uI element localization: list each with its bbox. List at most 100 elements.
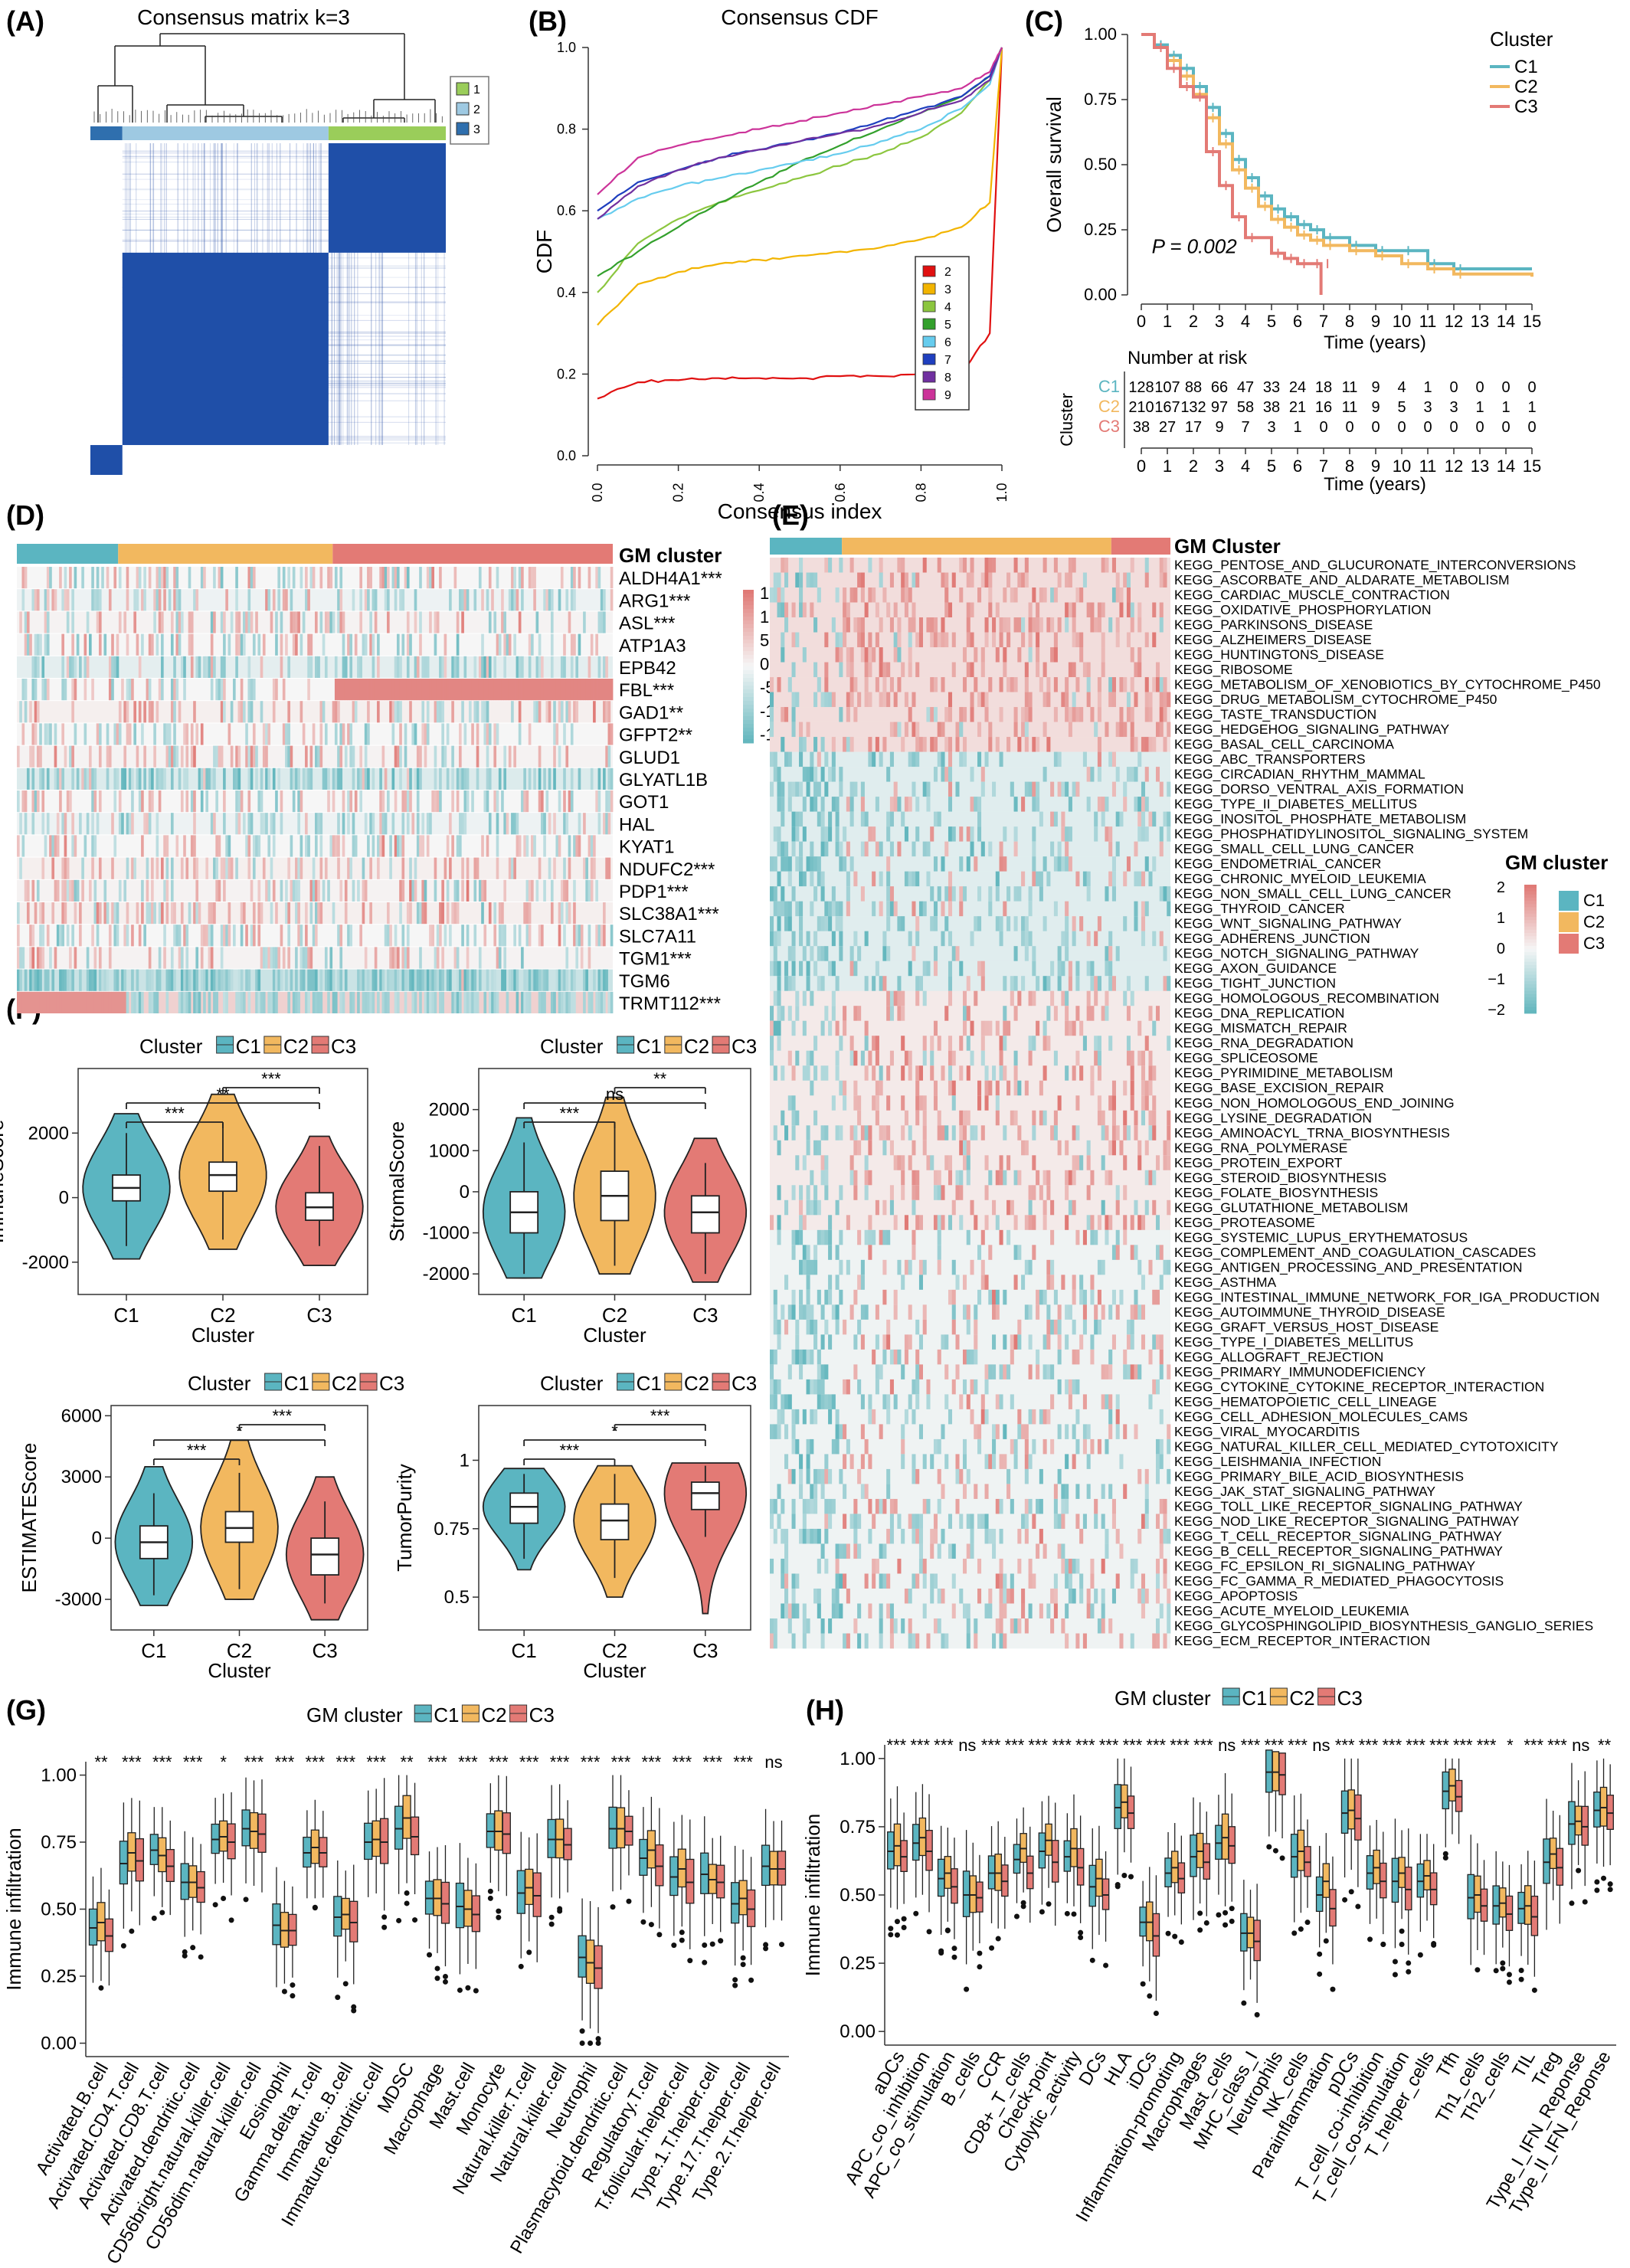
gene-label: HAL xyxy=(619,814,655,835)
heat-cell xyxy=(912,781,916,797)
heat-cell xyxy=(1163,1498,1167,1514)
heat-cell xyxy=(1072,1424,1076,1440)
heat-cell xyxy=(118,611,122,633)
heat-cell xyxy=(984,1454,989,1470)
heat-cell xyxy=(600,611,604,633)
heat-cell xyxy=(1111,856,1116,872)
heat-cell xyxy=(560,879,564,902)
heat-cell xyxy=(133,723,136,745)
heat-cell xyxy=(1082,1036,1087,1052)
heat-cell xyxy=(1017,1424,1022,1440)
heat-cell xyxy=(1079,1289,1084,1305)
heat-cell xyxy=(250,925,254,947)
heat-cell xyxy=(24,991,28,1013)
heat-cell xyxy=(578,813,581,835)
heat-cell xyxy=(1046,617,1051,633)
heat-cell xyxy=(1021,1514,1026,1530)
heat-cell xyxy=(1079,1065,1084,1082)
heat-cell xyxy=(810,990,814,1006)
heat-cell xyxy=(362,857,365,879)
heat-cell xyxy=(34,969,38,991)
heat-cell xyxy=(165,902,169,925)
heat-cell xyxy=(419,611,422,633)
heat-cell xyxy=(96,902,100,925)
heat-cell xyxy=(1068,1199,1072,1216)
heat-cell xyxy=(89,767,92,790)
heat-cell xyxy=(225,991,228,1013)
heat-cell xyxy=(503,611,507,633)
heat-cell xyxy=(473,925,477,947)
heat-cell xyxy=(51,835,55,857)
heat-cell xyxy=(391,767,395,790)
heat-cell xyxy=(955,1334,960,1350)
heat-cell xyxy=(39,925,42,947)
heat-cell xyxy=(889,1528,894,1544)
heat-cell xyxy=(123,925,127,947)
heat-cell xyxy=(795,572,800,588)
heat-cell xyxy=(71,611,74,633)
heat-cell xyxy=(1155,767,1160,782)
heat-cell xyxy=(820,1484,825,1500)
heat-cell xyxy=(784,916,789,931)
heat-cell xyxy=(810,1319,814,1335)
heat-cell xyxy=(1032,617,1036,633)
heat-cell xyxy=(359,611,362,633)
heat-cell xyxy=(315,656,318,678)
heat-cell xyxy=(912,1185,916,1201)
heat-cell xyxy=(198,991,201,1013)
heat-cell xyxy=(456,991,460,1013)
heat-cell xyxy=(853,1514,858,1530)
heat-cell xyxy=(977,811,982,827)
heat-cell xyxy=(260,947,263,969)
heat-cell xyxy=(573,589,576,611)
x-tick-label: 10 xyxy=(1393,312,1411,331)
heat-cell xyxy=(118,723,122,745)
heat-cell xyxy=(1144,1095,1149,1111)
heat-cell xyxy=(342,991,345,1013)
heat-cell xyxy=(857,1633,862,1649)
heat-cell xyxy=(1152,1125,1157,1141)
heat-cell xyxy=(503,925,507,947)
heat-cell xyxy=(843,1514,847,1530)
heat-cell xyxy=(1126,602,1131,618)
heat-cell xyxy=(138,991,142,1013)
heat-cell xyxy=(962,1006,967,1022)
heat-cell xyxy=(518,567,522,589)
heat-cell xyxy=(904,797,908,812)
heat-cell xyxy=(523,767,526,790)
risk-value: 0 xyxy=(1423,419,1432,436)
heat-cell xyxy=(897,797,902,812)
heat-cell xyxy=(136,633,139,656)
heat-cell xyxy=(555,835,559,857)
heat-cell xyxy=(879,1229,883,1245)
heat-cell xyxy=(817,856,821,872)
heat-cell xyxy=(784,1558,789,1574)
heat-cell xyxy=(1050,1125,1055,1141)
heat-cell xyxy=(1006,1229,1011,1245)
heat-cell xyxy=(988,1289,993,1305)
heat-cell xyxy=(1065,946,1069,961)
heat-cell xyxy=(781,1528,785,1544)
heat-cell xyxy=(108,745,112,767)
heat-cell xyxy=(31,723,35,745)
heat-cell xyxy=(835,797,840,812)
heat-cell xyxy=(506,633,509,656)
heat-cell xyxy=(901,572,905,588)
heat-cell xyxy=(163,879,166,902)
heat-cell xyxy=(1167,1618,1171,1634)
heat-cell xyxy=(999,1573,1003,1589)
heat-cell xyxy=(121,679,124,701)
heat-cell xyxy=(962,1379,967,1395)
heat-cell xyxy=(941,751,945,767)
pathway-label: KEGG_GLYCOSPHINGOLIPID_BIOSYNTHESIS_GANG… xyxy=(1174,1618,1593,1634)
heat-cell xyxy=(864,677,869,692)
heat-cell xyxy=(860,1334,865,1350)
heat-cell xyxy=(875,841,879,857)
heat-cell xyxy=(951,1289,956,1305)
heat-cell xyxy=(1137,811,1142,827)
legend-label: C2 xyxy=(1514,77,1538,97)
heat-cell xyxy=(918,737,923,752)
heat-cell xyxy=(1134,1424,1138,1440)
heat-cell xyxy=(1072,1349,1076,1365)
heat-cell xyxy=(853,961,858,977)
